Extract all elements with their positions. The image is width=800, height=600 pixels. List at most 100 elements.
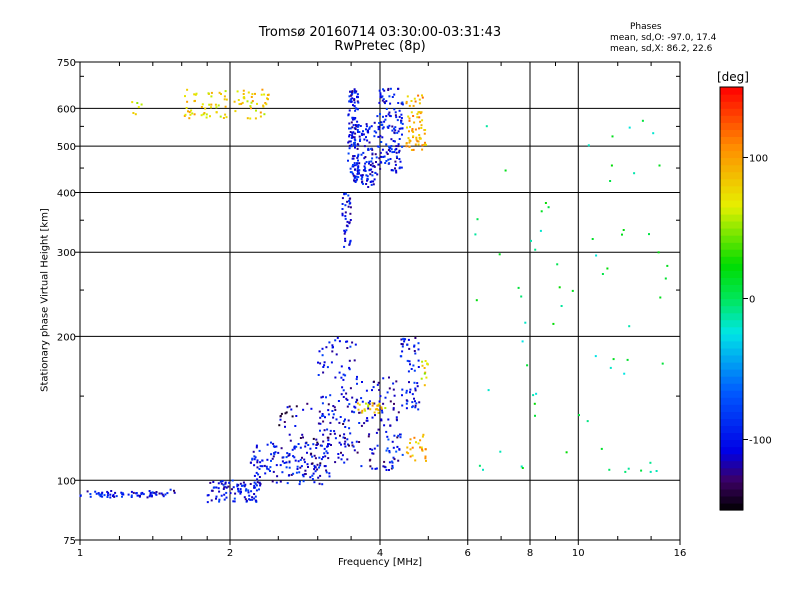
data-point [338,340,341,343]
chart-subtitle: RwPretec (8p) [334,39,426,54]
data-point [248,494,251,497]
data-point [369,400,371,403]
data-point [521,340,524,343]
data-point [413,344,416,347]
data-point [420,111,423,114]
data-point [348,122,351,125]
data-point [415,136,418,139]
data-point [641,119,644,122]
data-point [392,169,395,172]
data-point [383,89,386,92]
data-point [399,436,402,439]
data-point [223,486,226,489]
data-point [348,100,351,103]
data-point [622,229,625,231]
data-point [385,469,388,471]
data-point [247,91,250,94]
data-point [270,459,272,462]
data-point [417,143,420,146]
data-point [263,464,266,467]
data-point [349,239,352,242]
data-point [331,344,334,347]
data-point [386,435,389,438]
phases-x-stats: mean, sd,X: 86.2, 22.6 [610,44,713,54]
data-point [364,167,367,170]
data-point [405,102,408,105]
data-point [398,158,401,160]
colorbar-segment [720,460,743,469]
data-point [411,128,414,130]
data-point [371,448,374,451]
data-point [299,466,302,469]
data-point [318,456,321,459]
data-point [253,458,256,461]
data-point [348,134,351,136]
data-point [393,402,395,405]
data-point [290,408,293,411]
data-point [526,364,529,367]
data-point [388,469,390,471]
data-point [121,492,124,495]
data-point [405,389,408,392]
data-point [420,446,423,449]
data-point [349,127,352,130]
data-point [380,155,383,158]
data-point [411,406,414,409]
data-point [279,480,282,483]
data-point [370,183,373,186]
data-point [231,479,234,482]
data-point [334,339,337,342]
data-point [247,491,250,494]
y-tick-label: 300 [57,248,76,259]
colorbar-segment [720,87,743,95]
data-point [288,405,291,408]
data-point [351,118,354,121]
data-point [154,492,157,495]
data-point [205,113,208,116]
data-point [345,229,348,232]
data-point [340,376,343,379]
data-point [365,128,367,131]
data-point [356,95,358,98]
data-point [339,434,341,437]
data-point [371,452,374,455]
data-point [253,474,256,477]
data-point [200,114,203,117]
data-point [370,168,373,171]
data-point [270,453,273,456]
data-point [408,119,411,122]
data-point [416,113,419,116]
data-point [391,466,394,469]
data-point [200,106,203,108]
data-point [281,460,284,463]
data-point [332,413,335,416]
data-point [393,131,396,134]
data-point [253,493,256,495]
data-point [373,178,376,181]
data-point [393,394,396,397]
data-point [352,104,354,107]
data-point [263,113,266,116]
data-point [272,455,275,458]
data-point [351,157,354,160]
data-point [164,493,167,496]
data-point [606,267,609,270]
data-point [254,499,257,502]
data-point [250,490,253,493]
data-point [414,459,417,462]
y-tick-label: 400 [57,188,76,199]
data-point [107,492,110,494]
data-point [259,465,262,468]
data-point [295,405,298,408]
data-point [267,98,269,101]
data-point [319,462,322,465]
data-point [348,242,351,245]
data-point [410,111,413,114]
data-point [242,89,245,92]
data-point [415,402,418,405]
data-point [547,206,550,209]
data-point [373,447,376,450]
data-point [99,495,102,498]
data-point [399,160,402,163]
data-point [376,115,379,118]
